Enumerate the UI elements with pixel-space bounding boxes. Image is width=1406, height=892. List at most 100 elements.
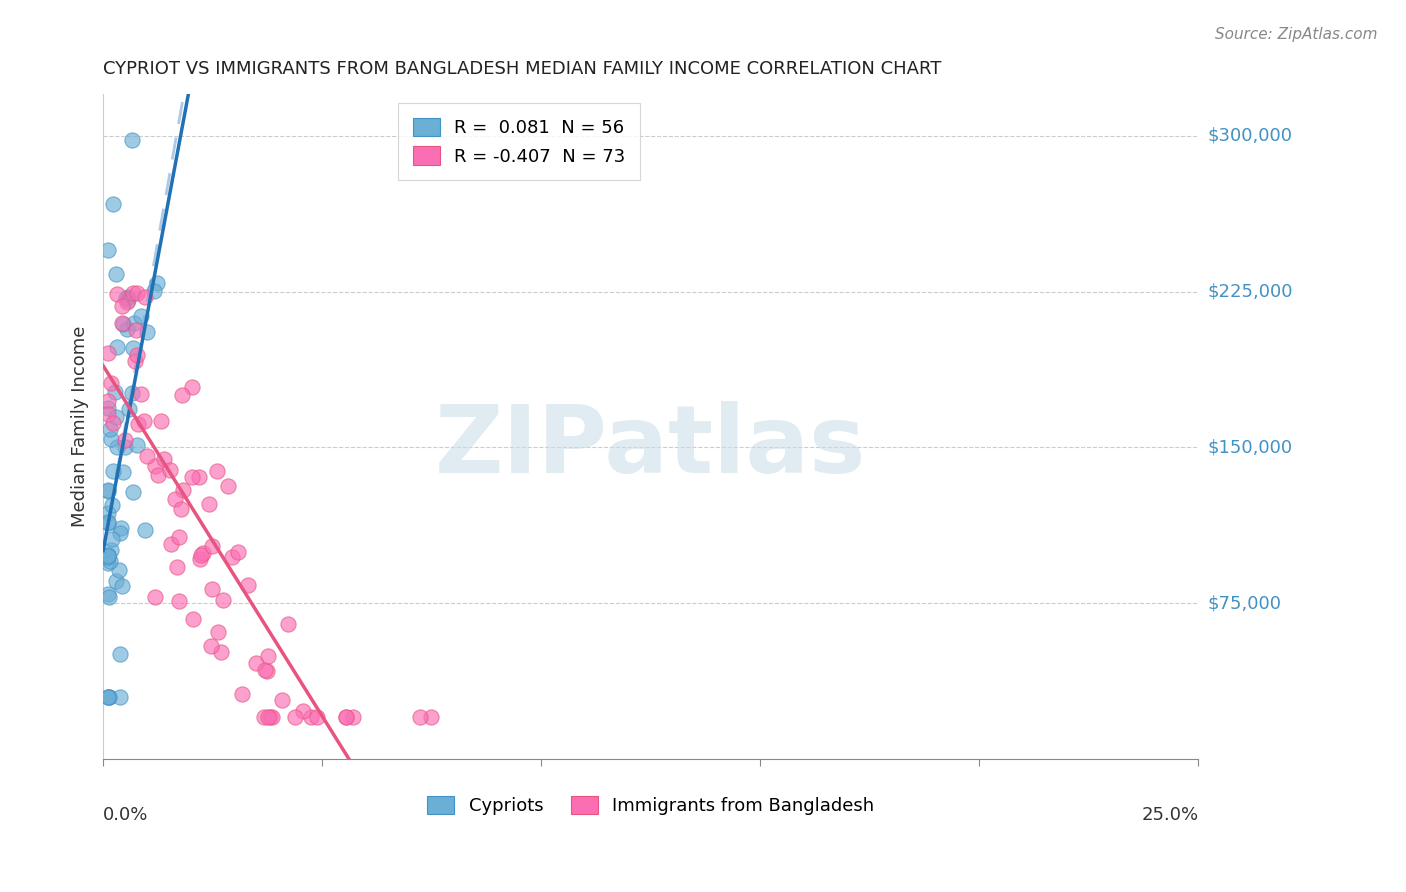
Point — [129, 386, 152, 401]
Point — [104, 574, 127, 588]
Point — [153, 451, 176, 466]
Point — [211, 593, 233, 607]
Point — [198, 497, 221, 511]
Point — [409, 710, 432, 724]
Point — [135, 449, 157, 463]
Point — [96, 346, 118, 360]
Point — [129, 309, 152, 323]
Point — [135, 325, 157, 339]
Text: ZIPatlas: ZIPatlas — [434, 401, 866, 492]
Text: $150,000: $150,000 — [1208, 439, 1292, 457]
Point — [238, 578, 260, 592]
Text: 25.0%: 25.0% — [1142, 805, 1198, 823]
Point — [96, 394, 118, 409]
Point — [205, 464, 228, 478]
Point — [121, 133, 143, 147]
Point — [110, 521, 132, 535]
Point — [134, 523, 156, 537]
Point — [96, 401, 118, 415]
Point — [96, 484, 118, 499]
Point — [245, 657, 267, 671]
Point — [105, 287, 128, 301]
Point — [100, 543, 122, 558]
Point — [117, 293, 139, 307]
Text: 0.0%: 0.0% — [103, 805, 149, 823]
Point — [209, 645, 232, 659]
Point — [127, 438, 149, 452]
Point — [101, 498, 124, 512]
Point — [96, 548, 118, 562]
Point — [257, 710, 280, 724]
Point — [163, 491, 186, 506]
Point — [221, 550, 243, 565]
Point — [170, 501, 193, 516]
Point — [257, 648, 280, 663]
Point — [115, 294, 138, 309]
Text: Source: ZipAtlas.com: Source: ZipAtlas.com — [1215, 27, 1378, 42]
Point — [114, 291, 136, 305]
Point — [105, 440, 128, 454]
Point — [260, 710, 283, 724]
Point — [226, 545, 249, 559]
Point — [96, 515, 118, 529]
Point — [111, 317, 134, 331]
Point — [146, 276, 169, 290]
Point — [122, 485, 145, 500]
Point — [124, 354, 146, 368]
Point — [143, 459, 166, 474]
Point — [190, 548, 212, 562]
Point — [98, 690, 121, 704]
Point — [96, 587, 118, 601]
Point — [292, 704, 315, 718]
Point — [132, 414, 155, 428]
Point — [166, 560, 188, 574]
Point — [335, 710, 357, 724]
Point — [170, 388, 193, 402]
Point — [96, 549, 118, 564]
Text: CYPRIOT VS IMMIGRANTS FROM BANGLADESH MEDIAN FAMILY INCOME CORRELATION CHART: CYPRIOT VS IMMIGRANTS FROM BANGLADESH ME… — [103, 60, 942, 78]
Point — [117, 321, 139, 335]
Text: $225,000: $225,000 — [1208, 283, 1292, 301]
Point — [200, 640, 222, 654]
Point — [146, 467, 169, 482]
Point — [305, 710, 328, 724]
Point — [342, 710, 364, 724]
Point — [299, 710, 322, 724]
Point — [253, 710, 276, 724]
Point — [183, 612, 205, 626]
Point — [104, 385, 127, 400]
Point — [112, 465, 135, 479]
Point — [111, 299, 134, 313]
Point — [114, 440, 136, 454]
Point — [256, 664, 278, 678]
Point — [191, 546, 214, 560]
Point — [98, 554, 121, 568]
Point — [125, 286, 148, 301]
Point — [98, 690, 121, 704]
Point — [181, 380, 204, 394]
Point — [108, 563, 131, 577]
Point — [97, 516, 120, 530]
Point — [122, 341, 145, 355]
Point — [159, 536, 181, 550]
Point — [101, 416, 124, 430]
Point — [201, 540, 224, 554]
Point — [111, 316, 134, 330]
Point — [122, 285, 145, 300]
Point — [117, 290, 139, 304]
Point — [114, 433, 136, 447]
Point — [96, 506, 118, 520]
Point — [96, 244, 118, 258]
Point — [134, 290, 156, 304]
Point — [103, 464, 125, 478]
Point — [108, 647, 131, 661]
Point — [277, 617, 299, 632]
Point — [187, 470, 209, 484]
Point — [96, 483, 118, 497]
Point — [253, 663, 276, 677]
Point — [207, 625, 229, 640]
Point — [181, 470, 204, 484]
Point — [172, 483, 194, 498]
Point — [104, 409, 127, 424]
Point — [96, 690, 118, 704]
